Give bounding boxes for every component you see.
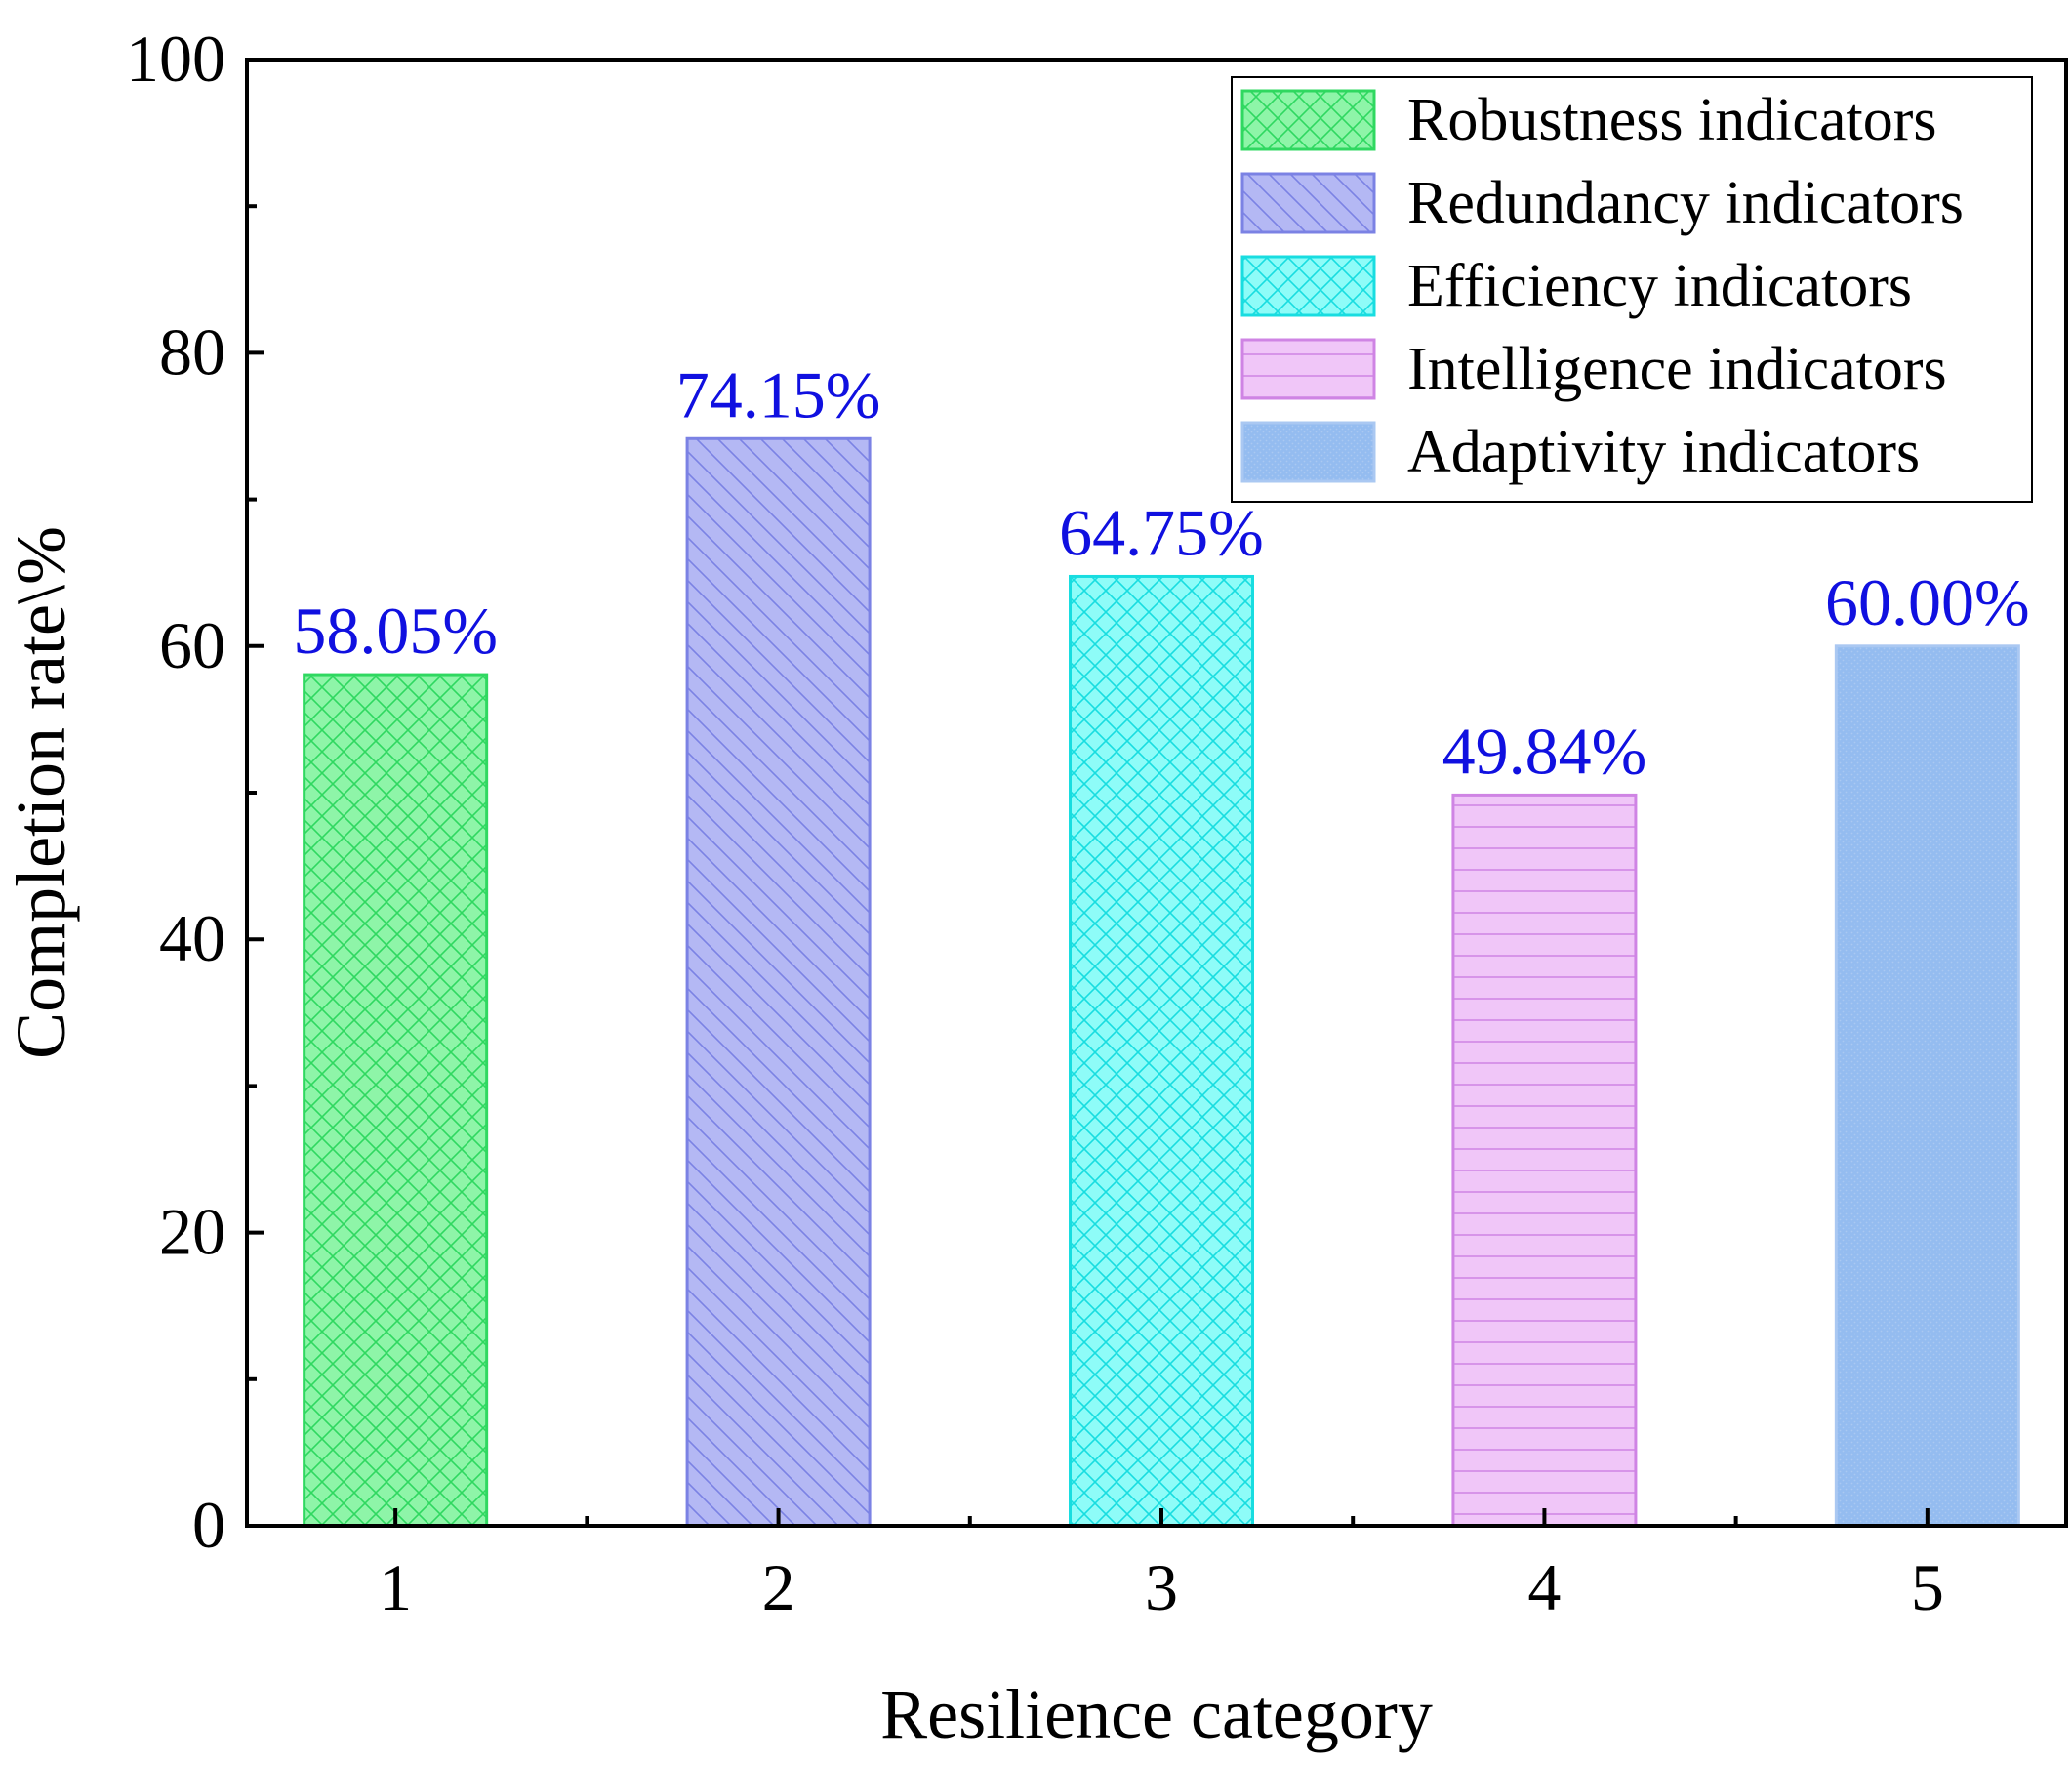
bar-2 bbox=[685, 436, 872, 1528]
x-tick-label-4: 4 bbox=[1527, 1550, 1561, 1624]
bar-4 bbox=[1451, 793, 1638, 1528]
data-label-2: 74.15% bbox=[676, 357, 881, 431]
y-tick-label: 100 bbox=[126, 21, 225, 96]
data-label-5: 60.00% bbox=[1825, 565, 2030, 639]
legend-swatch-4 bbox=[1240, 338, 1376, 400]
x-tick-label-3: 3 bbox=[1145, 1550, 1178, 1624]
legend-swatch-3 bbox=[1240, 255, 1376, 317]
x-tick-label-2: 2 bbox=[762, 1550, 795, 1624]
bar-5 bbox=[1834, 644, 2020, 1528]
legend-swatch-1 bbox=[1240, 89, 1376, 151]
legend-label-5: Adaptivity indicators bbox=[1407, 419, 1920, 485]
data-labels: 58.05% 74.15% 64.75% 49.84% 60.00% bbox=[293, 357, 2029, 788]
legend-label-1: Robustness indicators bbox=[1407, 87, 1936, 153]
legend-swatch-5 bbox=[1240, 421, 1376, 483]
y-tick-label: 40 bbox=[159, 901, 225, 975]
y-tick-label: 60 bbox=[159, 608, 225, 682]
axes: 0 20 40 60 80 100 1 2 3 4 5 bbox=[126, 21, 2068, 1624]
legend-label-3: Efficiency indicators bbox=[1407, 253, 1912, 319]
bar-3 bbox=[1069, 574, 1254, 1528]
legend: Robustness indicators Redundancy indicato… bbox=[1231, 76, 2033, 503]
y-axis-title: Completion rate\% bbox=[2, 526, 80, 1059]
data-label-1: 58.05% bbox=[293, 594, 498, 668]
bars bbox=[303, 436, 2020, 1528]
y-tick-label: 80 bbox=[159, 314, 225, 389]
x-tick-label-1: 1 bbox=[379, 1550, 412, 1624]
legend-label-4: Intelligence indicators bbox=[1407, 336, 1947, 402]
data-label-4: 49.84% bbox=[1442, 714, 1647, 788]
x-axis-title: Resilience category bbox=[880, 1675, 1433, 1753]
legend-label-2: Redundancy indicators bbox=[1407, 170, 1964, 236]
y-tick-label: 20 bbox=[159, 1195, 225, 1269]
y-tick-label: 0 bbox=[192, 1488, 225, 1562]
data-label-3: 64.75% bbox=[1059, 495, 1264, 569]
legend-swatch-2 bbox=[1240, 172, 1376, 234]
bar-1 bbox=[303, 673, 489, 1528]
x-tick-label-5: 5 bbox=[1911, 1550, 1944, 1624]
